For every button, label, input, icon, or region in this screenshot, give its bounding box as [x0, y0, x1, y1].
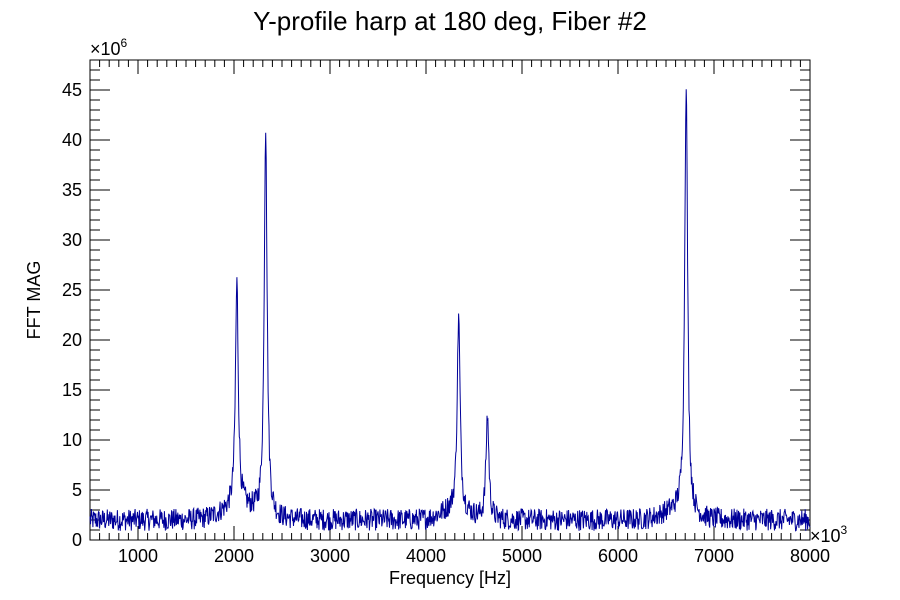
- x-exponent: ×103: [810, 523, 848, 546]
- y-exponent: ×106: [90, 36, 128, 59]
- x-tick-label: 5000: [502, 546, 542, 566]
- y-tick-label: 45: [62, 80, 82, 100]
- x-axis-label: Frequency [Hz]: [389, 568, 511, 588]
- y-tick-label: 15: [62, 380, 82, 400]
- y-tick-label: 25: [62, 280, 82, 300]
- y-tick-label: 35: [62, 180, 82, 200]
- y-tick-label: 20: [62, 330, 82, 350]
- x-tick-label: 3000: [310, 546, 350, 566]
- y-tick-labels: 0 5 10 15 20 25 30 35 40 45: [62, 80, 82, 550]
- x-tick-label: 6000: [598, 546, 638, 566]
- x-tick-label: 2000: [214, 546, 254, 566]
- plot-frame: [89, 59, 811, 541]
- chart-title: Y-profile harp at 180 deg, Fiber #2: [253, 6, 647, 36]
- x-tick-label: 8000: [790, 546, 830, 566]
- x-tick-label: 7000: [694, 546, 734, 566]
- axis-ticks: [90, 60, 811, 541]
- y-tick-label: 5: [72, 480, 82, 500]
- y-tick-label: 10: [62, 430, 82, 450]
- y-tick-label: 40: [62, 130, 82, 150]
- y-tick-label: 30: [62, 230, 82, 250]
- y-axis-label: FFT MAG: [24, 261, 44, 340]
- x-tick-label: 1000: [118, 546, 158, 566]
- y-tick-label: 0: [72, 530, 82, 550]
- x-tick-labels: 1000 2000 3000 4000 5000 6000 7000 8000: [118, 546, 830, 566]
- fft-series-line: [89, 89, 811, 532]
- x-tick-label: 4000: [406, 546, 446, 566]
